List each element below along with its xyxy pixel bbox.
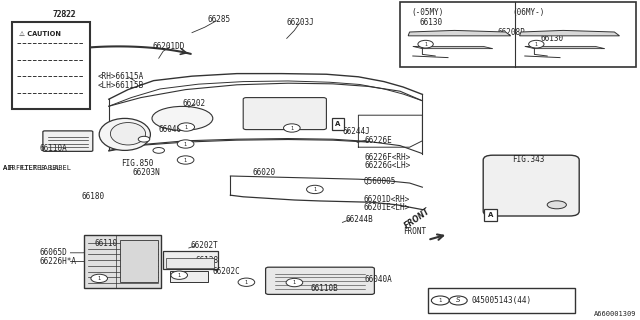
Text: 66285: 66285 <box>208 15 231 24</box>
FancyBboxPatch shape <box>243 98 326 130</box>
Bar <box>166 258 214 268</box>
Text: ⚠ CAUTION: ⚠ CAUTION <box>19 31 61 37</box>
Text: 1: 1 <box>177 273 181 278</box>
Text: 66244J: 66244J <box>342 127 370 136</box>
Text: 66110: 66110 <box>95 239 118 248</box>
Circle shape <box>529 40 544 48</box>
Text: 1: 1 <box>535 42 538 47</box>
Circle shape <box>284 124 300 132</box>
Ellipse shape <box>111 123 146 145</box>
Bar <box>12 22 90 109</box>
Text: Q560005: Q560005 <box>364 177 396 186</box>
Text: 66203N: 66203N <box>132 168 160 177</box>
Text: 1: 1 <box>184 141 188 147</box>
Text: 66201E<LH>: 66201E<LH> <box>364 204 410 212</box>
Text: 66128: 66128 <box>195 256 218 265</box>
Polygon shape <box>520 30 620 36</box>
Circle shape <box>307 185 323 194</box>
Circle shape <box>91 274 108 283</box>
Text: 66065D: 66065D <box>40 248 67 257</box>
Text: 72822: 72822 <box>52 10 76 19</box>
Text: 1: 1 <box>292 280 296 285</box>
Circle shape <box>418 40 433 48</box>
Text: 1: 1 <box>184 157 188 163</box>
Text: (06MY-): (06MY-) <box>512 8 545 17</box>
Polygon shape <box>525 46 605 49</box>
Bar <box>163 251 218 269</box>
Bar <box>332 118 344 130</box>
Bar <box>84 235 161 288</box>
Text: 1: 1 <box>244 280 248 285</box>
Text: 66020: 66020 <box>253 168 276 177</box>
Text: 1: 1 <box>290 125 294 131</box>
Text: FRONT: FRONT <box>403 227 426 236</box>
Text: FIG.343: FIG.343 <box>512 155 545 164</box>
Circle shape <box>177 140 194 148</box>
Text: A660001309: A660001309 <box>595 311 637 317</box>
Polygon shape <box>408 30 511 36</box>
Circle shape <box>177 156 194 164</box>
Text: 66208P: 66208P <box>498 28 525 37</box>
Text: 66201D<RH>: 66201D<RH> <box>364 196 410 204</box>
Text: 66201DD: 66201DD <box>152 42 185 51</box>
Text: 1: 1 <box>184 124 188 130</box>
Polygon shape <box>413 46 493 49</box>
FancyBboxPatch shape <box>266 267 374 294</box>
Text: 1: 1 <box>424 42 427 47</box>
Ellipse shape <box>99 118 150 150</box>
Text: FRONT: FRONT <box>403 207 433 231</box>
Text: 66203J: 66203J <box>287 18 314 27</box>
Circle shape <box>286 278 303 287</box>
Bar <box>484 209 497 221</box>
Circle shape <box>153 148 164 153</box>
FancyBboxPatch shape <box>483 155 579 216</box>
Text: A: A <box>335 121 340 127</box>
Text: 1: 1 <box>313 187 317 192</box>
Text: 66202T: 66202T <box>191 241 218 250</box>
Bar <box>428 288 575 313</box>
Text: (-05MY): (-05MY) <box>412 8 444 17</box>
Text: 66226E: 66226E <box>365 136 392 145</box>
Bar <box>400 2 636 67</box>
Text: 66226F<RH>: 66226F<RH> <box>365 153 411 162</box>
Text: FIG.850: FIG.850 <box>122 159 154 168</box>
Text: 66110B: 66110B <box>310 284 338 293</box>
Text: 66202: 66202 <box>182 99 205 108</box>
Ellipse shape <box>547 201 566 209</box>
Text: 66180: 66180 <box>82 192 105 201</box>
Text: A: A <box>488 212 493 218</box>
Circle shape <box>449 296 467 305</box>
Text: 66130: 66130 <box>541 34 564 43</box>
Text: 1: 1 <box>438 298 442 303</box>
Text: AIR FILTER LABEL: AIR FILTER LABEL <box>3 165 71 171</box>
Text: 1: 1 <box>97 276 101 281</box>
Text: 66226H*A: 66226H*A <box>40 257 77 266</box>
Bar <box>120 240 158 282</box>
Text: 045005143(44): 045005143(44) <box>471 296 531 305</box>
Text: <LH>66115B: <LH>66115B <box>97 81 143 90</box>
Text: <RH>66115A: <RH>66115A <box>97 72 143 81</box>
Text: 66130: 66130 <box>419 18 442 27</box>
Text: 66040A: 66040A <box>365 275 392 284</box>
Circle shape <box>238 278 255 286</box>
Text: 66226G<LH>: 66226G<LH> <box>365 161 411 170</box>
Text: AIR FILTER LABEL: AIR FILTER LABEL <box>3 165 60 171</box>
Bar <box>170 271 208 282</box>
Text: 72822: 72822 <box>52 10 76 19</box>
Text: 66110A: 66110A <box>40 144 67 153</box>
FancyBboxPatch shape <box>43 131 93 151</box>
Ellipse shape <box>152 106 212 131</box>
Circle shape <box>431 296 449 305</box>
Text: S: S <box>456 298 461 303</box>
Circle shape <box>138 136 150 142</box>
Text: 66040: 66040 <box>159 125 182 134</box>
Circle shape <box>171 271 188 279</box>
Circle shape <box>178 123 195 131</box>
Text: 66202C: 66202C <box>212 267 240 276</box>
Text: 66244B: 66244B <box>346 215 373 224</box>
